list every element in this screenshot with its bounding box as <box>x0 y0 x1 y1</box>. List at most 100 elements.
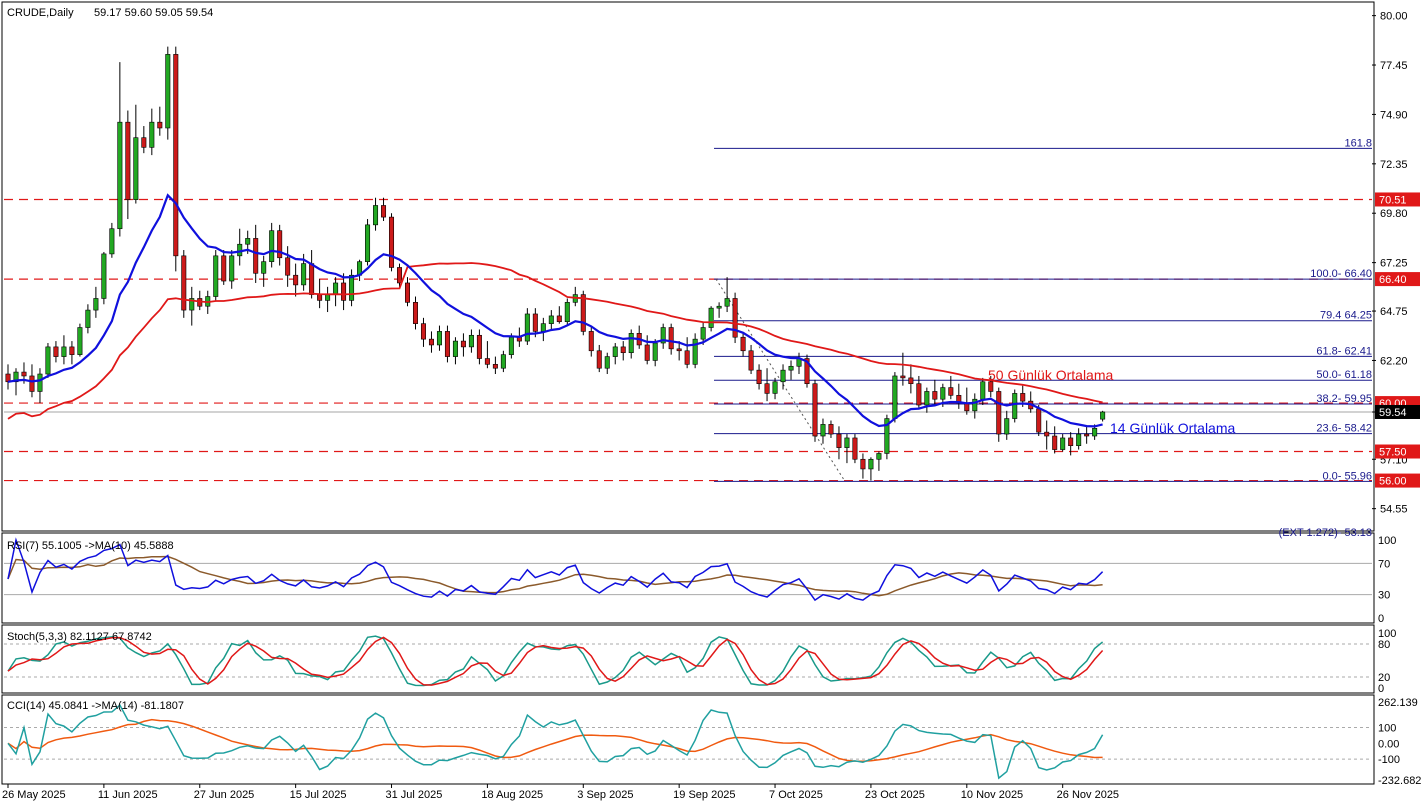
candle-body <box>293 274 299 286</box>
candle-body <box>916 383 922 406</box>
candle-body <box>900 375 906 379</box>
moving-averages <box>7 193 1103 428</box>
candle-body <box>13 371 19 383</box>
candle-body <box>556 315 562 323</box>
candle-body <box>724 298 730 307</box>
candle-body <box>492 364 498 369</box>
candle-body <box>85 309 91 328</box>
stoch-d-line <box>7 636 1104 686</box>
level-badge <box>1375 192 1420 207</box>
rsi-ma-line <box>7 555 1103 597</box>
candle-body <box>460 340 466 348</box>
ohlc-values: 59.17 59.60 59.05 59.54 <box>94 7 213 19</box>
level-badge <box>1375 473 1420 488</box>
cci-tick-label: -232.682 <box>1378 775 1421 787</box>
level-badge-text: 70.51 <box>1379 194 1407 206</box>
rsi-line <box>7 537 1104 602</box>
candle-body <box>756 369 762 385</box>
candle-body <box>29 375 35 392</box>
candle-body <box>317 294 323 301</box>
candle-body <box>325 294 331 301</box>
rsi-tick-label: 30 <box>1378 590 1390 602</box>
candle-body <box>381 205 387 218</box>
candle-body <box>692 338 698 365</box>
candle-body <box>1076 433 1082 446</box>
candle-body <box>548 315 554 324</box>
candle-body <box>668 327 674 350</box>
price-tick-label: 80.00 <box>1380 11 1408 23</box>
candle-body <box>772 381 778 394</box>
candle-body <box>500 354 506 369</box>
level-badge <box>1375 272 1420 287</box>
candle-body <box>532 313 538 332</box>
candle-body <box>301 263 307 286</box>
candle-body <box>612 346 618 357</box>
candle-body <box>117 121 123 230</box>
candle-body <box>764 383 770 394</box>
fib-label: 61.8- 62.41 <box>1316 345 1372 357</box>
candle-body <box>420 323 426 340</box>
rsi-panel-frame <box>1 532 1375 624</box>
time-tick-label: 3 Sep 2025 <box>577 789 633 801</box>
candle-body <box>149 121 155 148</box>
candle-body <box>628 333 634 354</box>
stoch-tick-label: 20 <box>1378 672 1390 684</box>
candle-body <box>237 243 243 257</box>
cci-line <box>7 704 1104 780</box>
cci-label: CCI(14) 45.0841 ->MA(14) -81.1807 <box>7 700 184 712</box>
indicator-panels: 1007030010080200262.1391000.00-100-232.6… <box>4 535 1421 787</box>
candle-body <box>436 331 442 346</box>
time-tick-label: 31 Jul 2025 <box>386 789 443 801</box>
candle-body <box>540 323 546 332</box>
candle-body <box>804 358 810 385</box>
current-price-badge <box>1375 404 1420 419</box>
ma50-annotation: 50 Günlük Ortalama <box>988 367 1113 383</box>
time-tick-label: 27 Jun 2025 <box>194 789 255 801</box>
rsi-tick-label: 70 <box>1378 558 1390 570</box>
candle-body <box>109 228 115 255</box>
candle-body <box>716 305 722 309</box>
candle-body <box>924 391 930 406</box>
candle-body <box>389 216 395 268</box>
cci-panel-frame <box>1 694 1375 785</box>
candle-body <box>404 282 410 303</box>
price-tick-label: 74.90 <box>1380 109 1408 121</box>
candle-body <box>620 346 626 354</box>
time-tick-label: 7 Oct 2025 <box>769 789 823 801</box>
candle-body <box>333 282 339 295</box>
level-badge-text: 57.50 <box>1379 447 1407 459</box>
time-tick-label: 15 Jul 2025 <box>290 789 347 801</box>
candle-body <box>53 346 59 357</box>
rsi-tick-label: 0 <box>1378 613 1384 625</box>
cci-tick-label: 262.139 <box>1378 697 1418 709</box>
level-badge <box>1375 444 1420 459</box>
candle-body <box>1004 418 1010 435</box>
time-tick-label: 26 May 2025 <box>2 789 66 801</box>
candle-body <box>676 348 682 352</box>
fib-label: 50.0- 61.18 <box>1316 369 1372 381</box>
time-tick-label: 19 Sep 2025 <box>673 789 735 801</box>
candle-body <box>844 437 850 448</box>
level-badge-text: 66.40 <box>1379 274 1407 286</box>
candle-body <box>596 350 602 369</box>
candle-body <box>988 381 994 392</box>
candle-body <box>684 350 690 365</box>
stoch-k-line <box>7 635 1104 687</box>
candle-body <box>972 398 978 412</box>
current-price-text: 59.54 <box>1379 407 1407 419</box>
candle-body <box>1012 393 1018 419</box>
candle-body <box>836 433 842 448</box>
candle-body <box>468 334 474 348</box>
candle-body <box>604 356 610 369</box>
symbol-label: CRUDE,Daily <box>7 7 74 19</box>
candlesticks <box>5 46 1106 481</box>
candle-body <box>1052 435 1058 450</box>
price-tick-label: 64.75 <box>1380 306 1408 318</box>
cci-tick-label: 100 <box>1378 723 1396 735</box>
candle-body <box>484 358 490 365</box>
candle-body <box>165 54 171 129</box>
fib-label: 100.0- 66.40 <box>1310 268 1372 280</box>
